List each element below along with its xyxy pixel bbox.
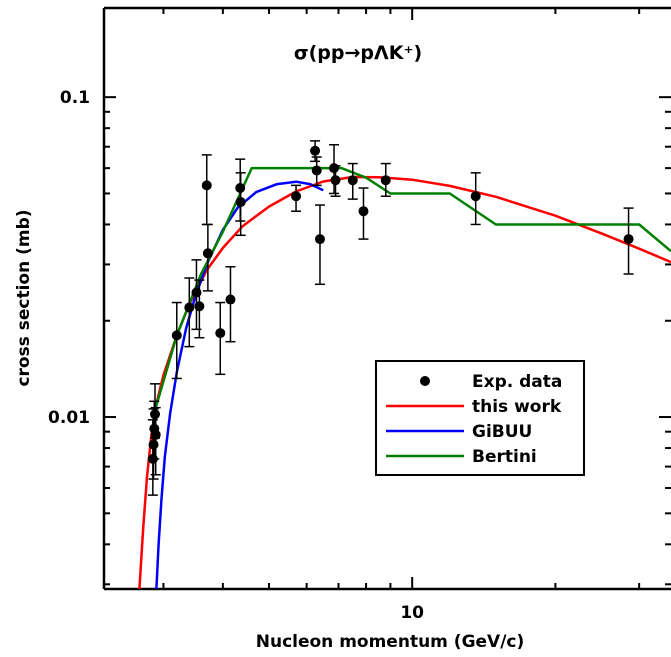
data-point bbox=[202, 248, 213, 259]
y-axis-label: cross section (mb) bbox=[14, 209, 34, 386]
legend-label-bertini: Bertini bbox=[472, 447, 537, 467]
data-point bbox=[470, 191, 481, 202]
x-axis-label: Nucleon momentum (GeV/c) bbox=[256, 632, 525, 652]
data-points bbox=[147, 140, 634, 496]
data-point bbox=[194, 301, 205, 312]
data-point bbox=[311, 165, 322, 176]
data-point bbox=[201, 180, 212, 191]
data-point bbox=[314, 234, 325, 245]
y-tick-label: 0.01 bbox=[48, 408, 90, 428]
series-line-gibuu bbox=[155, 180, 324, 589]
chart-title: σ(pp→pΛK⁺) bbox=[294, 42, 422, 64]
x-tick-label: 10 bbox=[400, 603, 424, 623]
legend-marker-exp-data bbox=[420, 376, 430, 386]
legend-label-gibuu: GiBUU bbox=[472, 422, 532, 442]
data-point bbox=[150, 429, 161, 440]
data-point bbox=[358, 206, 369, 217]
legend-label-this-work: this work bbox=[472, 397, 562, 417]
data-point bbox=[330, 175, 341, 186]
legend: Exp. data this work GiBUU Bertini bbox=[375, 360, 585, 476]
data-point bbox=[380, 175, 391, 186]
data-point bbox=[171, 330, 182, 341]
data-point bbox=[184, 302, 195, 313]
plot-frame bbox=[102, 6, 671, 591]
data-point bbox=[347, 175, 358, 186]
data-point bbox=[235, 197, 246, 208]
data-point bbox=[623, 234, 634, 245]
axis-ticks bbox=[104, 8, 671, 589]
legend-label-exp-data: Exp. data bbox=[472, 372, 562, 392]
data-point bbox=[215, 328, 226, 339]
data-point bbox=[329, 163, 340, 174]
y-tick-label: 0.1 bbox=[60, 88, 90, 108]
data-point bbox=[225, 294, 236, 305]
data-point bbox=[291, 191, 302, 202]
data-point bbox=[310, 145, 321, 156]
